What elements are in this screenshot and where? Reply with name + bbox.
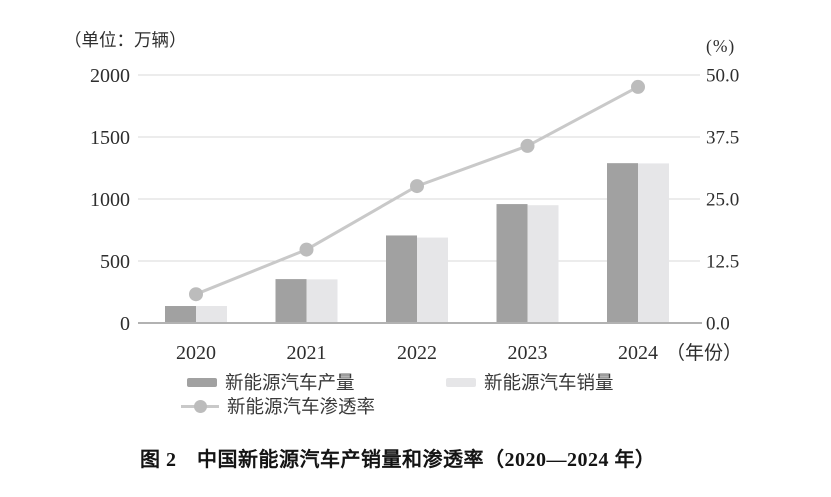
legend-item-sales: 新能源汽车销量 (446, 372, 614, 394)
x-tick-label: 2023 (508, 342, 548, 364)
production-bar-2020 (165, 306, 196, 322)
penetration-line-group (189, 79, 645, 302)
legend-item-production: 新能源汽车产量 (187, 372, 355, 394)
left-axis-unit-label: （单位：万辆） (64, 30, 187, 50)
penetration-marker-2021 (299, 242, 314, 257)
production-bar-2023 (496, 204, 528, 322)
sales-legend-swatch (446, 377, 476, 387)
production-bar-2022 (386, 235, 417, 322)
right-tick-label: 50.0 (706, 66, 739, 87)
penetration-marker-2020 (189, 287, 203, 302)
penetration-dot-icon (193, 399, 207, 413)
figure-caption: 图 2 中国新能源汽车产销量和渗透率（2020—2024 年） (140, 449, 656, 471)
left-tick-label: 2000 (90, 65, 130, 87)
left-tick-label: 500 (100, 251, 130, 273)
production-bar-2021 (275, 279, 307, 322)
penetration-legend-label: 新能源汽车渗透率 (227, 398, 376, 418)
x-tick-label: 2024 (618, 342, 658, 364)
production-legend-label: 新能源汽车产量 (225, 374, 355, 394)
penetration-marker-2022 (410, 179, 424, 194)
right-tick-label: 25.0 (706, 190, 739, 211)
penetration-marker-2023 (520, 138, 535, 153)
production-legend-swatch (187, 377, 217, 387)
axis-labels-group: 0 0.0 500 12.5 1000 25.0 1500 37.5 2000 50.0 2020 2… (90, 65, 742, 364)
sales-legend-label: 新能源汽车销量 (484, 374, 614, 394)
nev-combo-chart: 0 0.0 500 12.5 1000 25.0 1500 37.5 2000 50.0 2020 2… (64, 30, 742, 364)
x-axis-unit-label: （年份） (666, 342, 742, 364)
right-tick-label: 37.5 (706, 128, 739, 149)
x-tick-label: 2020 (176, 342, 216, 364)
sales-bar-2021 (306, 279, 338, 322)
right-tick-label: 12.5 (706, 252, 739, 273)
gridlines-group (138, 74, 702, 324)
sales-bar-2024 (638, 163, 669, 322)
x-tick-label: 2022 (397, 342, 437, 364)
left-tick-label: 0 (120, 313, 130, 335)
penetration-legend-marker (181, 399, 219, 413)
left-tick-label: 1000 (90, 189, 130, 211)
sales-bar-2022 (417, 237, 448, 322)
sales-bar-2023 (527, 205, 559, 322)
legend-item-penetration: 新能源汽车渗透率 (181, 396, 376, 418)
right-tick-label: 0.0 (706, 314, 730, 335)
x-tick-label: 2021 (287, 342, 327, 364)
right-axis-unit-label: (%) (706, 36, 735, 56)
penetration-marker-2024 (631, 79, 645, 94)
left-tick-label: 1500 (90, 127, 130, 149)
production-bar-2024 (607, 163, 638, 322)
sales-bar-2020 (196, 306, 227, 322)
bars-group (165, 163, 669, 322)
